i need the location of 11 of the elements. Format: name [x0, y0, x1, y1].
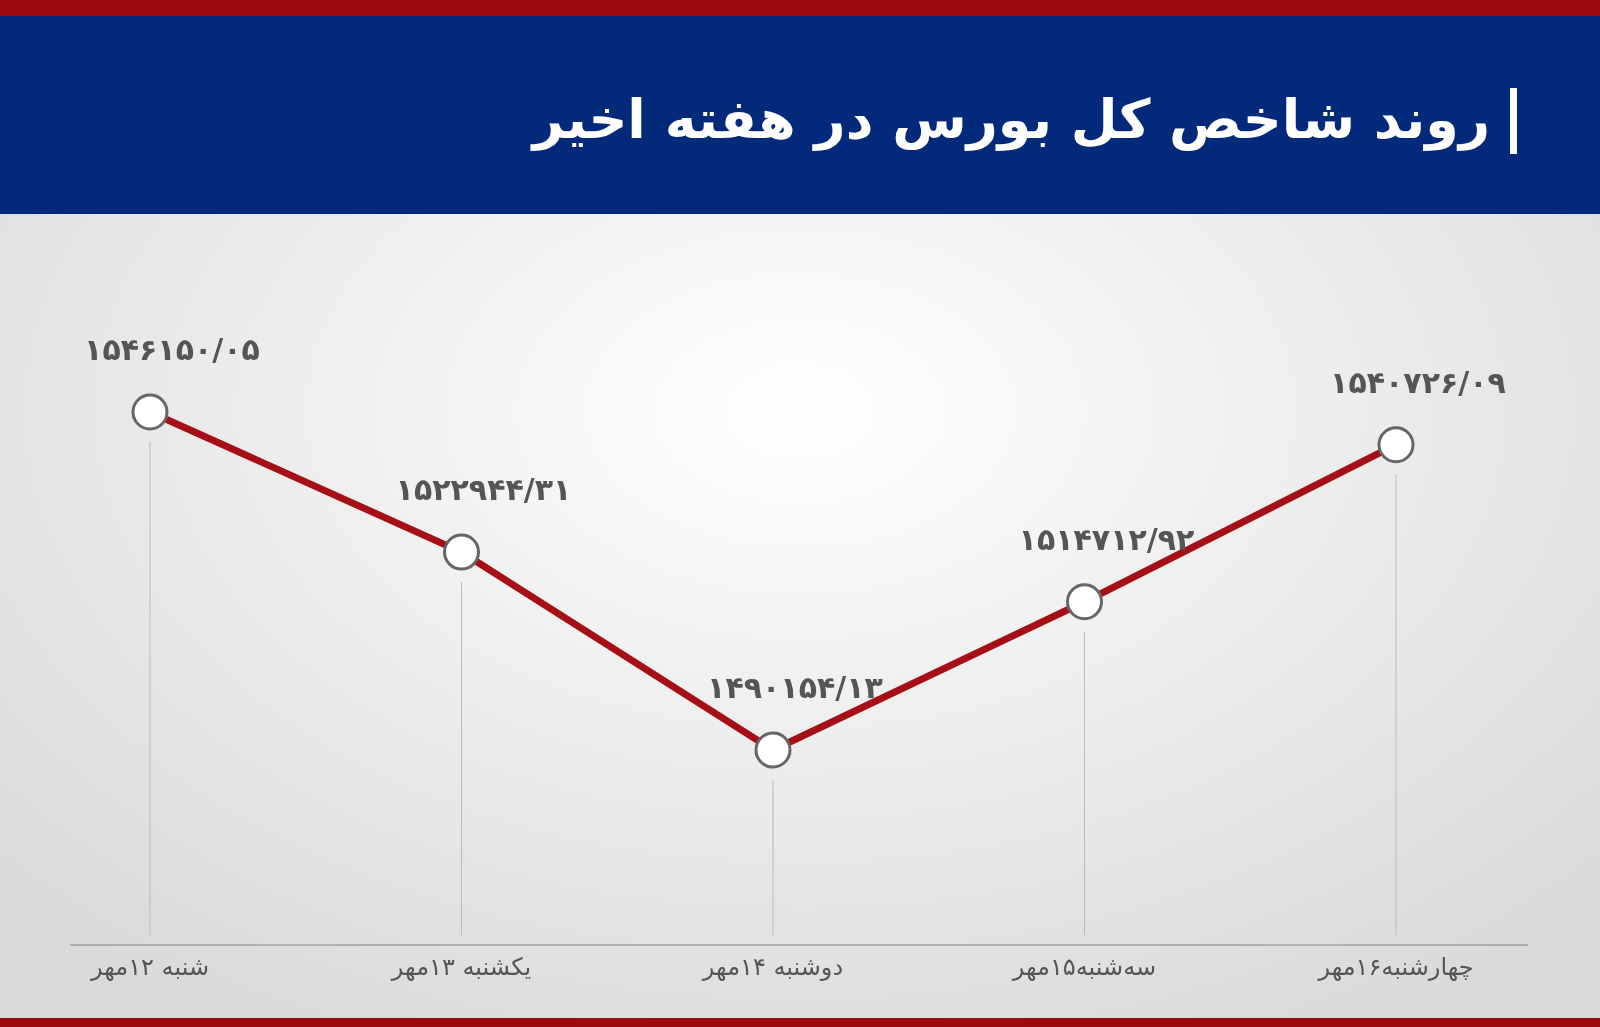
x-tick-label: چهارشنبه۱۶مهر [1317, 953, 1474, 981]
chart-title: روند شاخص کل بورس در هفته اخیر [529, 88, 1490, 152]
data-label: ۱۵۴۶۱۵۰/۰۵ [84, 332, 260, 367]
data-label: ۱۵۱۴۷۱۲/۹۲ [1018, 521, 1195, 557]
data-label: ۱۵۲۲۹۴۴/۳۱ [395, 472, 572, 508]
x-tick-label: یکشنبه ۱۳مهر [390, 953, 532, 981]
data-label: ۱۵۴۰۷۲۶/۰۹ [1330, 364, 1506, 400]
data-label: ۱۴۹۰۱۵۴/۱۳ [707, 670, 883, 705]
x-tick-label: دوشنبه ۱۴مهر [701, 953, 844, 981]
x-tick-label: سه‌شنبه۱۵مهر [1011, 953, 1157, 981]
x-tick-label: شنبه ۱۲مهر [89, 953, 210, 981]
